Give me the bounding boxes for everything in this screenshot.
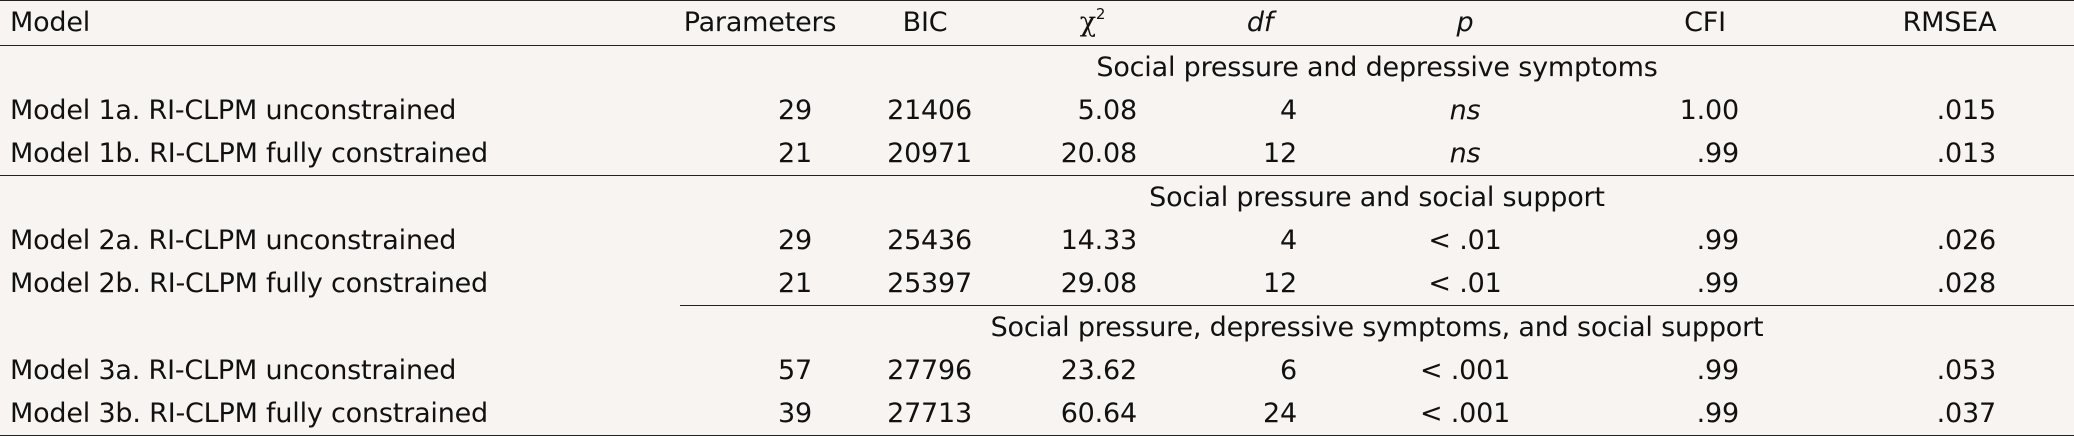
cell-p: ns (1345, 132, 1585, 176)
cell-chi-square: 14.33 (1060, 225, 1137, 256)
table-row: Model 2a. RI-CLPM unconstrained 29 25436… (0, 219, 2074, 262)
cell-bic: 27713 (840, 392, 1010, 436)
table-row: Model 1b. RI-CLPM fully constrained 21 2… (0, 132, 2074, 176)
cell-p: < .001 (1419, 355, 1511, 386)
cell-rmsea: .013 (1825, 132, 2074, 176)
section-heading: Social pressure and depressive symptoms (0, 46, 2074, 90)
table-row: Model 3a. RI-CLPM unconstrained 57 27796… (0, 349, 2074, 392)
cell-model: Model 2a. RI-CLPM unconstrained (10, 225, 457, 256)
header-cfi: CFI (1585, 0, 1825, 46)
header-model: Model (0, 0, 680, 46)
table-row: Model 3b. RI-CLPM fully constrained 39 2… (0, 392, 2074, 436)
cell-df: 24 (1175, 392, 1345, 436)
cell-p: < .01 (1428, 225, 1502, 256)
cell-df: 12 (1175, 262, 1345, 306)
header-chi-square: χ2 (1010, 0, 1175, 46)
table-row: Model 1a. RI-CLPM unconstrained 29 21406… (0, 89, 2074, 132)
cell-bic: 27796 (887, 355, 972, 386)
section-title: Social pressure, depressive symptoms, an… (990, 312, 1764, 343)
header-parameters: Parameters (680, 0, 840, 46)
cell-cfi: .99 (1585, 262, 1825, 306)
cell-chi-square: 60.64 (1010, 392, 1175, 436)
cell-chi-square: 23.62 (1060, 355, 1137, 386)
section-title: Social pressure and depressive symptoms (1096, 52, 1658, 83)
section-title: Social pressure and social support (1149, 182, 1605, 213)
cell-parameters: 21 (680, 262, 840, 306)
cell-chi-square: 20.08 (1010, 132, 1175, 176)
cell-bic: 21406 (887, 95, 972, 126)
header-df: df (1175, 0, 1345, 46)
header-bic: BIC (840, 0, 1010, 46)
cell-cfi: .99 (1585, 132, 1825, 176)
cell-cfi: .99 (1696, 355, 1740, 386)
cell-chi-square: 5.08 (1077, 95, 1138, 126)
section-heading: Social pressure and social support (0, 176, 2074, 220)
cell-rmsea: .053 (1936, 355, 1997, 386)
cell-rmsea: .015 (1936, 95, 1997, 126)
section-heading: Social pressure, depressive symptoms, an… (0, 306, 2074, 350)
table-row: Model 2b. RI-CLPM fully constrained 21 2… (0, 262, 2074, 306)
cell-model: Model 3b. RI-CLPM fully constrained (0, 392, 680, 436)
cell-model: Model 1a. RI-CLPM unconstrained (10, 95, 457, 126)
cell-parameters: 39 (680, 392, 840, 436)
cell-cfi: .99 (1696, 225, 1740, 256)
cell-cfi: 1.00 (1679, 95, 1740, 126)
cell-df: 6 (1280, 355, 1297, 386)
cell-bic: 25397 (840, 262, 1010, 306)
cell-cfi: .99 (1585, 392, 1825, 436)
cell-parameters: 29 (778, 225, 812, 256)
cell-model: Model 1b. RI-CLPM fully constrained (0, 132, 680, 176)
cell-chi-square: 29.08 (1010, 262, 1175, 306)
cell-p: < .01 (1345, 262, 1585, 306)
cell-df: 4 (1280, 95, 1297, 126)
cell-p: ns (1449, 95, 1481, 126)
cell-model: Model 3a. RI-CLPM unconstrained (10, 355, 457, 386)
cell-rmsea: .037 (1825, 392, 2074, 436)
cell-rmsea: .026 (1936, 225, 1997, 256)
cell-parameters: 57 (778, 355, 812, 386)
cell-model: Model 2b. RI-CLPM fully constrained (10, 268, 488, 300)
cell-df: 4 (1280, 225, 1297, 256)
chi-superscript: 2 (1095, 5, 1106, 23)
cell-bic: 25436 (887, 225, 972, 256)
header-p: p (1345, 0, 1585, 46)
cell-rmsea: .028 (1825, 262, 2074, 306)
cell-parameters: 21 (680, 132, 840, 176)
header-rmsea: RMSEA (1825, 0, 2074, 46)
chi-symbol: χ (1079, 7, 1096, 38)
header-row: Model Parameters BIC χ2 df p CFI RMSEA (0, 0, 2074, 46)
cell-parameters: 29 (778, 95, 812, 126)
cell-p: < .001 (1345, 392, 1585, 436)
cell-bic: 20971 (840, 132, 1010, 176)
cell-df: 12 (1175, 132, 1345, 176)
